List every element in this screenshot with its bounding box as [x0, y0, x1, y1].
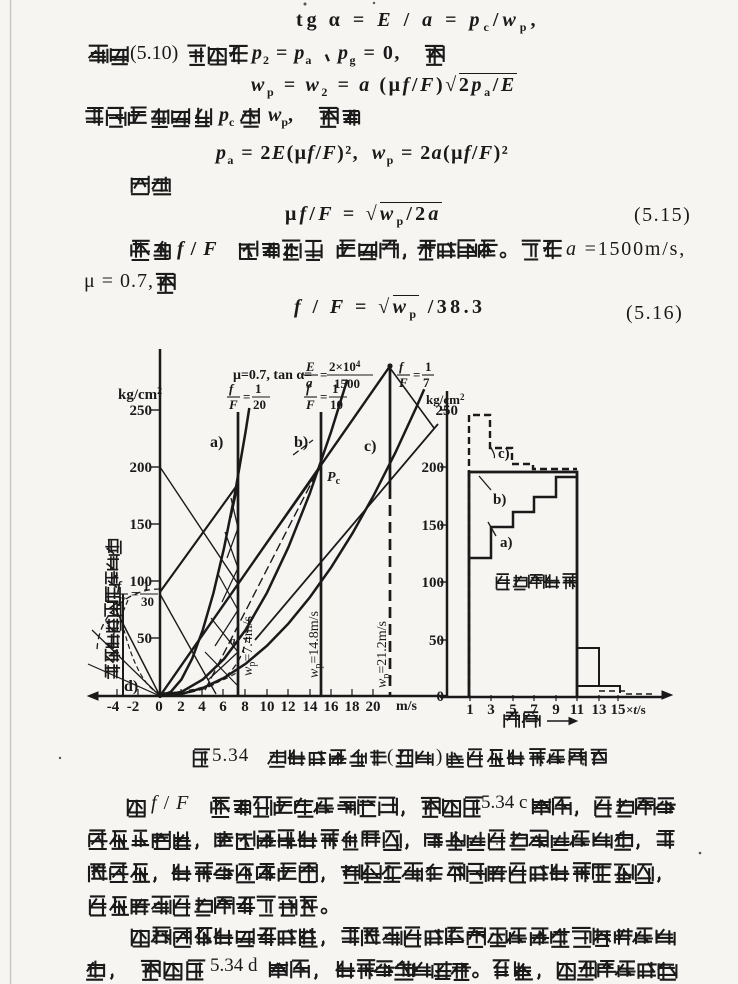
- svg-text:150: 150: [422, 518, 445, 534]
- svg-text:100: 100: [422, 575, 445, 591]
- svg-text:4: 4: [198, 699, 206, 715]
- svg-text:2: 2: [177, 699, 185, 715]
- svg-text:3: 3: [487, 702, 495, 718]
- svg-text:a): a): [210, 434, 223, 451]
- svg-text:13: 13: [592, 702, 607, 718]
- svg-text:2×104: 2×104: [329, 359, 361, 374]
- svg-text:f: f: [306, 381, 312, 396]
- svg-text:b): b): [493, 492, 506, 508]
- svg-text:20: 20: [253, 397, 266, 412]
- svg-text:-2: -2: [127, 699, 140, 715]
- svg-text:f: f: [399, 359, 405, 374]
- svg-text:30: 30: [141, 594, 154, 609]
- svg-text:×t/s: ×t/s: [626, 702, 646, 717]
- svg-text:100: 100: [130, 574, 153, 590]
- svg-text:c): c): [498, 446, 510, 462]
- svg-text:F: F: [116, 594, 126, 609]
- svg-text:200: 200: [130, 460, 153, 476]
- svg-text:250: 250: [436, 403, 459, 419]
- svg-text:f: f: [117, 578, 123, 593]
- svg-text:=: =: [413, 367, 420, 382]
- svg-text:1: 1: [332, 381, 339, 396]
- svg-text:14: 14: [303, 699, 319, 715]
- svg-text:=: =: [131, 586, 138, 601]
- svg-text:a): a): [500, 535, 513, 551]
- svg-text:F: F: [228, 397, 238, 412]
- svg-text:11: 11: [570, 702, 584, 718]
- svg-text:6: 6: [219, 699, 227, 715]
- svg-text:0: 0: [155, 699, 163, 715]
- svg-text:7: 7: [423, 375, 430, 390]
- svg-text:1500: 1500: [334, 376, 360, 391]
- svg-text:7: 7: [530, 702, 538, 718]
- svg-text:20: 20: [366, 699, 381, 715]
- svg-text:1: 1: [255, 381, 262, 396]
- svg-text:m/s: m/s: [396, 699, 418, 714]
- svg-text:12: 12: [281, 699, 296, 715]
- svg-text:9: 9: [552, 702, 560, 718]
- svg-text:=: =: [243, 389, 250, 404]
- svg-text:10: 10: [260, 699, 275, 715]
- svg-text:c): c): [364, 438, 376, 455]
- svg-text:kg/cm2: kg/cm2: [118, 386, 162, 403]
- svg-text:50: 50: [137, 631, 152, 647]
- svg-text:250: 250: [130, 403, 153, 419]
- svg-text:wp=7.4m/s: wp=7.4m/s: [241, 616, 258, 676]
- svg-text:kg/cm2: kg/cm2: [426, 392, 465, 407]
- svg-text:150: 150: [130, 517, 153, 533]
- svg-text:μ=0.7, tan α=: μ=0.7, tan α=: [233, 368, 312, 383]
- svg-text:d): d): [124, 678, 138, 695]
- svg-text:=: =: [320, 389, 327, 404]
- svg-text:F: F: [305, 397, 315, 412]
- svg-text:a: a: [230, 635, 236, 647]
- svg-text:50: 50: [429, 633, 444, 649]
- svg-text:wp=14.8m/s: wp=14.8m/s: [307, 611, 324, 678]
- svg-text:wp=21.2m/s: wp=21.2m/s: [375, 621, 392, 688]
- svg-text:-4: -4: [107, 699, 120, 715]
- svg-text:1: 1: [143, 578, 150, 593]
- svg-text:5: 5: [509, 702, 517, 718]
- svg-text:=: =: [320, 367, 327, 382]
- svg-text:8: 8: [241, 699, 249, 715]
- svg-text:16: 16: [324, 699, 340, 715]
- svg-text:10: 10: [330, 397, 343, 412]
- svg-text:15: 15: [611, 702, 626, 718]
- svg-text:F: F: [398, 375, 408, 390]
- svg-text:E: E: [305, 359, 315, 374]
- svg-text:f: f: [229, 381, 235, 396]
- svg-text:18: 18: [345, 699, 360, 715]
- svg-text:a: a: [306, 375, 313, 390]
- svg-text:1: 1: [466, 702, 474, 718]
- svg-text:200: 200: [422, 460, 445, 476]
- svg-text:1: 1: [425, 359, 432, 374]
- svg-text:Pc: Pc: [327, 470, 341, 487]
